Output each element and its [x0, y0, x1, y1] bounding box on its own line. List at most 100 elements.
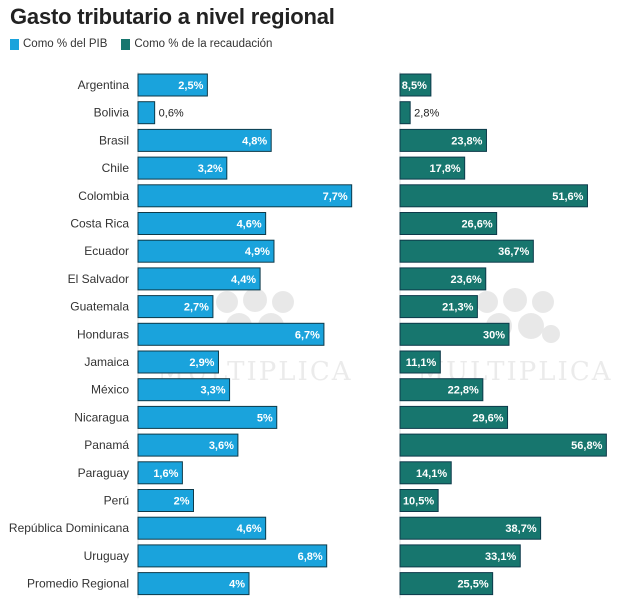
legend-label-recaudacion: Como % de la recaudación	[134, 38, 273, 50]
category-label: Honduras	[77, 327, 129, 341]
bar-pib	[137, 156, 228, 180]
legend: Como % del PIB Como % de la recaudación	[10, 38, 272, 50]
watermark-dot	[542, 325, 560, 343]
watermark-dot	[476, 291, 498, 313]
bar-recaudacion	[399, 405, 509, 429]
bar-recaudacion	[399, 516, 542, 540]
bar-recaudacion	[399, 295, 478, 319]
bar-pib	[137, 267, 261, 291]
data-label: 3,3%	[200, 385, 225, 397]
bar-pib	[137, 378, 231, 402]
data-label: 2,9%	[189, 357, 214, 369]
category-label: Guatemala	[70, 300, 129, 314]
data-label: 4,6%	[237, 523, 262, 535]
legend-label-pib: Como % del PIB	[23, 38, 108, 50]
data-label: 4%	[229, 579, 245, 591]
category-label: Nicaragua	[74, 410, 129, 424]
data-label: 10,5%	[403, 496, 434, 508]
bar-recaudacion	[399, 350, 441, 374]
bar-pib	[137, 101, 156, 125]
watermark-dot	[503, 288, 527, 312]
data-label: 2,7%	[184, 302, 209, 314]
bar-recaudacion	[399, 73, 432, 97]
category-label: Chile	[102, 161, 130, 175]
bar-pib	[137, 295, 214, 319]
bar-pib	[137, 544, 328, 568]
category-label: Perú	[104, 494, 129, 508]
bar-pib	[137, 572, 250, 596]
bar-recaudacion	[399, 156, 466, 180]
data-label: 6,7%	[295, 329, 320, 341]
bar-pib	[137, 212, 267, 235]
category-label: Panamá	[84, 438, 129, 452]
bar-recaudacion	[399, 212, 498, 235]
category-label: Jamaica	[84, 355, 129, 369]
bar-recaudacion	[399, 461, 452, 485]
data-label: 14,1%	[416, 468, 447, 480]
data-label: 4,8%	[242, 135, 267, 147]
chart-title: Gasto tributario a nivel regional	[10, 4, 335, 29]
bar-recaudacion	[399, 267, 487, 291]
data-label: 25,5%	[457, 579, 488, 591]
bar-recaudacion	[399, 378, 484, 402]
bar-recaudacion	[399, 101, 411, 125]
data-label: 4,4%	[231, 274, 256, 286]
bar-pib	[137, 73, 208, 97]
data-label: 0,6%	[159, 108, 184, 120]
bar-recaudacion	[399, 128, 487, 152]
category-label: Brasil	[99, 133, 129, 147]
watermark-dot	[243, 288, 267, 312]
data-label: 30%	[483, 329, 505, 341]
bar-pib	[137, 184, 353, 208]
bar-pib	[137, 322, 325, 346]
bar-recaudacion	[399, 489, 439, 512]
data-label: 3,6%	[209, 440, 234, 452]
data-label: 3,2%	[198, 163, 223, 175]
bar-pib	[137, 516, 267, 540]
data-label: 38,7%	[505, 523, 536, 535]
data-label: 2,8%	[414, 108, 439, 120]
bar-pib	[137, 350, 219, 374]
bar-pib	[137, 433, 239, 457]
data-label: 4,9%	[245, 246, 270, 258]
category-label: Argentina	[78, 78, 130, 92]
category-label: Paraguay	[78, 466, 129, 480]
category-label: Uruguay	[84, 549, 129, 563]
bar-recaudacion	[399, 544, 521, 568]
data-label: 17,8%	[429, 163, 460, 175]
legend-swatch-recaudacion	[121, 38, 131, 50]
category-label: México	[91, 383, 129, 397]
data-label: 11,1%	[406, 357, 437, 369]
data-label: 2%	[174, 496, 190, 508]
watermark-dot	[518, 313, 544, 339]
bar-pib	[137, 461, 183, 485]
category-label: Bolivia	[94, 106, 130, 120]
category-label: Ecuador	[84, 244, 129, 258]
category-label: Colombia	[78, 189, 129, 203]
bar-pib	[137, 128, 272, 152]
data-label: 36,7%	[498, 246, 529, 258]
bar-recaudacion	[399, 322, 510, 346]
data-label: 2,5%	[178, 80, 203, 92]
data-label: 29,6%	[472, 412, 503, 424]
bar-recaudacion	[399, 239, 534, 263]
data-label: 23,6%	[451, 274, 482, 286]
category-label: El Salvador	[68, 272, 129, 286]
legend-item-recaudacion: Como % de la recaudación	[121, 38, 272, 50]
category-label: Promedio Regional	[27, 577, 129, 591]
legend-item-pib: Como % del PIB	[10, 38, 107, 50]
data-label: 6,8%	[298, 551, 323, 563]
watermark-dot	[532, 291, 554, 313]
bar-recaudacion	[399, 433, 607, 457]
bar-pib	[137, 489, 194, 512]
data-label: 22,8%	[448, 385, 479, 397]
legend-swatch-pib	[10, 38, 19, 50]
bar-pib	[137, 239, 275, 263]
data-label: 8,5%	[402, 80, 427, 92]
data-label: 26,6%	[461, 219, 492, 231]
data-label: 23,8%	[451, 135, 482, 147]
bar-recaudacion	[399, 184, 588, 208]
data-label: 56,8%	[571, 440, 602, 452]
data-label: 33,1%	[485, 551, 516, 563]
